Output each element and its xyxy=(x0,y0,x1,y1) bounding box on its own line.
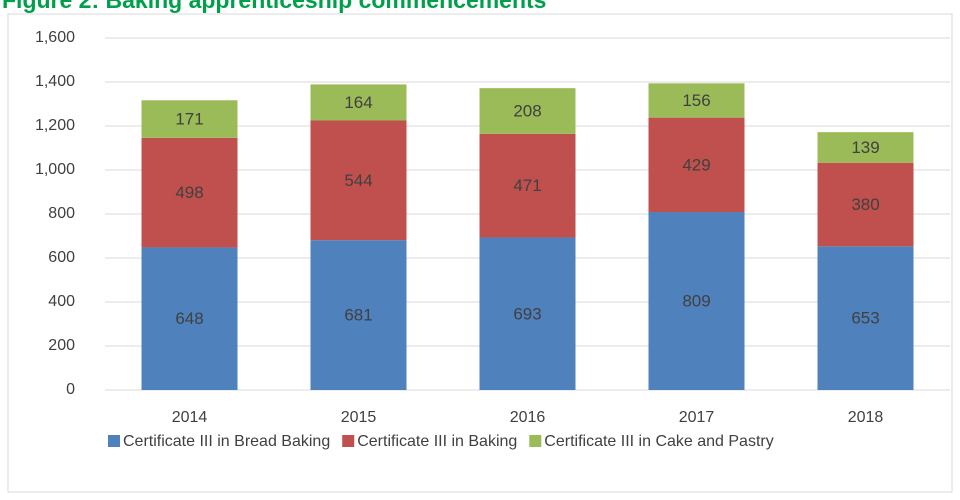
legend-label: Certificate III in Cake and Pastry xyxy=(544,433,773,450)
bar-segment xyxy=(141,137,238,248)
bar-segment xyxy=(817,132,914,163)
legend-label: Certificate III in Baking xyxy=(357,433,517,450)
bar-segment xyxy=(310,84,407,121)
bar-segment xyxy=(817,246,914,390)
chart-frame xyxy=(7,13,953,493)
chart-title: Figure 2: Baking apprenticeship commence… xyxy=(2,0,546,13)
x-tick-label: 2014 xyxy=(172,409,208,426)
data-label: 681 xyxy=(344,306,372,325)
y-tick-label: 1,200 xyxy=(35,117,75,134)
data-label: 471 xyxy=(513,176,541,195)
bar-segment xyxy=(648,83,745,118)
y-tick-label: 200 xyxy=(48,337,75,354)
data-label: 653 xyxy=(851,309,879,328)
bar-segment xyxy=(141,100,238,138)
legend-label: Certificate III in Bread Baking xyxy=(123,433,330,450)
y-tick-label: 600 xyxy=(48,249,75,266)
data-label: 380 xyxy=(851,195,879,214)
bar-segment xyxy=(479,88,576,134)
legend-swatch xyxy=(108,435,120,447)
y-tick-label: 1,400 xyxy=(35,73,75,90)
bar-segment xyxy=(479,133,576,238)
bar-segment xyxy=(648,212,745,390)
bar-segment xyxy=(648,117,745,213)
y-tick-label: 1,000 xyxy=(35,161,75,178)
data-label: 809 xyxy=(682,291,710,310)
data-label: 498 xyxy=(175,183,203,202)
data-label: 139 xyxy=(851,138,879,157)
y-tick-label: 800 xyxy=(48,205,75,222)
x-tick-label: 2015 xyxy=(341,409,377,426)
data-label: 544 xyxy=(344,171,372,190)
bar-segment xyxy=(817,162,914,247)
bar-segment xyxy=(310,240,407,390)
data-label: 164 xyxy=(344,93,372,112)
bar-segment xyxy=(479,237,576,390)
legend-swatch xyxy=(529,435,542,447)
bar-segment xyxy=(310,120,407,241)
data-label: 171 xyxy=(175,110,203,129)
x-tick-label: 2017 xyxy=(679,409,715,426)
data-label: 693 xyxy=(513,304,541,323)
legend-swatch xyxy=(342,435,355,447)
y-tick-label: 0 xyxy=(66,381,75,398)
bar-segment xyxy=(141,247,238,390)
data-label: 429 xyxy=(682,155,710,174)
x-tick-label: 2018 xyxy=(848,409,884,426)
data-label: 156 xyxy=(682,91,710,110)
y-tick-label: 400 xyxy=(48,293,75,310)
data-label: 208 xyxy=(513,102,541,121)
x-tick-label: 2016 xyxy=(510,409,546,426)
data-label: 648 xyxy=(175,309,203,328)
y-tick-label: 1,600 xyxy=(35,29,75,46)
